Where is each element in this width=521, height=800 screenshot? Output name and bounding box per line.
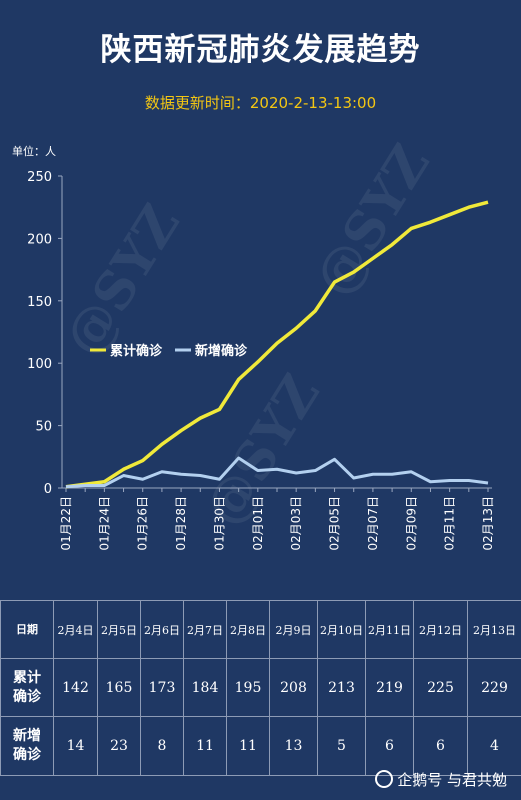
table-cell-new: 8 (140, 716, 184, 776)
unit-label: 单位：人 (12, 145, 56, 158)
data-table: 日期 2月4日 2月5日 2月6日 2月7日 2月8日 2月9日 2月10日 2月11日 2月12… (0, 600, 521, 776)
y-tick-label: 100 (27, 357, 52, 372)
table-cell-date: 2月4日 (53, 600, 98, 659)
legend-label: 累计确诊 (110, 343, 163, 359)
table-cell-cumulative: 165 (97, 658, 141, 717)
table-cell-new: 13 (269, 716, 318, 776)
table-cell-date: 2月12日 (413, 600, 468, 659)
table-cell-date: 2月11日 (365, 600, 414, 659)
y-tick-label: 200 (27, 232, 52, 247)
table-cell-new: 6 (413, 716, 468, 776)
x-tick-label: 02月09日 (404, 496, 418, 551)
table-cell-new: 6 (365, 716, 414, 776)
table-cell-cumulative: 208 (269, 658, 318, 717)
table-cell-new: 23 (97, 716, 141, 776)
table-row: 日期 2月4日 2月5日 2月6日 2月7日 2月8日 2月9日 2月10日 2月11日 2月12… (0, 600, 521, 659)
table-cell-cumulative: 142 (53, 658, 98, 717)
table-row: 累计 确诊 142 165 173 184 195 208 213 219 225 229 (0, 658, 521, 717)
row-header-cumulative: 累计 确诊 (0, 658, 54, 717)
y-tick-label: 150 (27, 295, 52, 310)
x-tick-label: 01月28日 (174, 496, 188, 551)
page-title: 陕西新冠肺炎发展趋势 (100, 32, 421, 68)
table-cell-date: 2月10日 (317, 600, 366, 659)
table-cell-cumulative: 195 (226, 658, 270, 717)
table-cell-new: 11 (183, 716, 227, 776)
table-cell-new: 14 (53, 716, 98, 776)
table-cell-new: 4 (467, 716, 521, 776)
table-cell-date: 2月6日 (140, 600, 184, 659)
legend-label: 新增确诊 (195, 343, 248, 359)
line-chart: 0 50 100 150 200 250 01月22日 01月24日 01月26日 01月28日 0… (27, 170, 495, 551)
table-cell-date: 2月5日 (97, 600, 141, 659)
x-tick-label: 02月13日 (481, 496, 495, 551)
x-tick-label: 02月11日 (443, 496, 457, 551)
y-tick-label: 250 (27, 170, 52, 185)
x-tick-label: 02月01日 (251, 496, 265, 551)
table-cell-date: 2月7日 (183, 600, 227, 659)
table-cell-cumulative: 184 (183, 658, 227, 717)
y-tick-label: 0 (44, 482, 52, 497)
table-cell-date: 2月8日 (226, 600, 270, 659)
credit-text: 企鹅号 与君共勉 (397, 771, 507, 789)
update-time: 数据更新时间：2020-2-13-13:00 (144, 94, 377, 112)
table-cell-date: 2月9日 (269, 600, 318, 659)
table-cell-cumulative: 229 (467, 658, 521, 717)
table-cell-cumulative: 219 (365, 658, 414, 717)
table-cell-cumulative: 225 (413, 658, 468, 717)
table-cell-cumulative: 213 (317, 658, 366, 717)
row-header-new: 新增 确诊 (0, 716, 54, 776)
y-tick-label: 50 (35, 420, 52, 435)
x-tick-label: 01月30日 (212, 496, 226, 551)
x-tick-label: 01月26日 (136, 496, 150, 551)
x-tick-label: 02月07日 (366, 496, 380, 551)
source-credit: 企鹅号 与君共勉 (375, 769, 507, 790)
table-cell-cumulative: 173 (140, 658, 184, 717)
table-cell-date: 2月13日 (467, 600, 521, 659)
x-tick-label: 01月22日 (59, 496, 73, 551)
x-tick-label: 01月24日 (97, 496, 111, 551)
x-tick-label: 02月03日 (289, 496, 303, 551)
series-line-new (65, 456, 489, 489)
table-cell-new: 11 (226, 716, 270, 776)
penguin-icon (375, 770, 394, 788)
x-tick-label: 02月05日 (328, 496, 342, 551)
row-header-date: 日期 (0, 600, 54, 659)
table-cell-new: 5 (317, 716, 366, 776)
table-row: 新增 确诊 14 23 8 11 11 13 5 6 6 4 (0, 716, 521, 776)
